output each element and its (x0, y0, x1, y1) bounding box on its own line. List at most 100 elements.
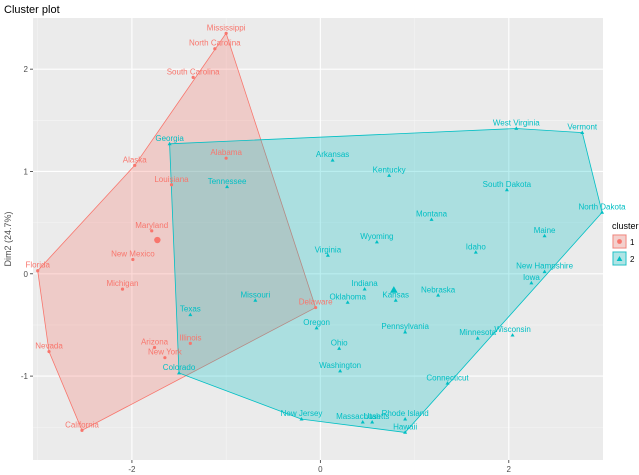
data-point (510, 333, 515, 337)
data-point (131, 257, 135, 262)
data-point (445, 381, 450, 385)
point-label: North Dakota (578, 202, 626, 211)
point-label: California (65, 420, 99, 429)
data-point (403, 416, 408, 421)
point-label: Connecticut (426, 373, 469, 382)
point-label: New Mexico (111, 249, 155, 258)
point-label: Idaho (466, 242, 487, 251)
data-point (580, 130, 585, 134)
legend-marker (617, 239, 622, 244)
point-label: Minnesota (459, 328, 496, 337)
point-label: Florida (25, 261, 50, 270)
y-tick-label: -1 (21, 372, 29, 381)
point-label: Indiana (352, 279, 379, 288)
point-label: Louisiana (154, 175, 189, 184)
data-point (120, 287, 125, 291)
data-point (387, 173, 392, 177)
data-point (314, 305, 318, 310)
point-label: West Virginia (493, 119, 540, 128)
data-points (36, 31, 605, 434)
legend: cluster 1 2 (612, 221, 639, 266)
data-point (80, 428, 84, 432)
data-point (529, 280, 534, 285)
y-axis-ticks: -1 0 1 2 (21, 65, 33, 381)
chart-title: Cluster plot (4, 4, 60, 16)
point-label: Alaska (123, 155, 148, 164)
data-point (514, 126, 519, 130)
plot-panel (33, 18, 603, 460)
data-point (436, 293, 441, 297)
data-point (360, 420, 365, 424)
point-label: Tennessee (208, 177, 247, 186)
point-label: Utah (364, 412, 381, 421)
point-label: Texas (180, 305, 201, 314)
cluster-centroids (154, 236, 398, 293)
data-point (253, 298, 258, 302)
legend-label: 1 (630, 238, 635, 247)
data-point (475, 336, 480, 340)
data-point (504, 187, 509, 192)
legend-marker (616, 256, 623, 261)
y-axis-label: Dim2 (24.7%) (3, 211, 13, 266)
data-point (36, 269, 40, 273)
legend-title: cluster (612, 221, 639, 231)
point-label: Alabama (210, 148, 242, 157)
data-point (338, 368, 343, 373)
data-point (224, 31, 228, 35)
data-point (429, 217, 434, 221)
data-point (163, 356, 167, 360)
data-point (325, 253, 330, 257)
data-point (345, 300, 350, 304)
legend-label: 2 (630, 255, 635, 264)
point-label: Washington (319, 361, 361, 370)
data-point (133, 163, 137, 167)
data-point (150, 229, 154, 233)
point-label: New Jersey (281, 409, 323, 418)
point-label: Kentucky (373, 166, 406, 175)
point-label: Colorado (163, 363, 196, 372)
point-label: Delaware (299, 298, 333, 307)
point-label: South Dakota (483, 180, 532, 189)
data-point (393, 298, 398, 302)
cluster-hull-2 (169, 128, 603, 433)
centroid-point (154, 236, 161, 244)
data-point (225, 184, 230, 189)
data-point (473, 250, 478, 254)
point-label: Kansas (382, 290, 409, 299)
data-point (370, 420, 375, 424)
cluster-hulls (37, 32, 603, 433)
x-tick-label: -2 (128, 465, 136, 474)
point-label: Massachusetts (336, 412, 389, 421)
y-tick-label: 2 (24, 65, 29, 74)
data-point (224, 156, 228, 160)
data-point (542, 269, 547, 274)
point-label: New York (148, 348, 183, 357)
point-label: New Hampshire (516, 262, 573, 271)
x-tick-label: 0 (318, 465, 323, 474)
data-point (337, 346, 342, 350)
grid-lines (33, 18, 603, 460)
point-label: Iowa (523, 273, 540, 282)
point-label: Ohio (331, 338, 348, 347)
point-label: Nebraska (421, 285, 456, 294)
data-point (374, 239, 379, 244)
data-point (152, 345, 157, 350)
point-label: Pennsylvania (381, 322, 429, 331)
data-point (167, 141, 172, 146)
data-point (330, 158, 335, 162)
data-point (213, 47, 217, 51)
data-point (169, 183, 174, 187)
point-label: Missouri (240, 290, 270, 299)
point-label: Wyoming (360, 232, 393, 241)
data-point (542, 233, 547, 238)
centroid-point (390, 286, 398, 293)
point-label: Michigan (106, 279, 138, 288)
x-axis-ticks: -2 0 2 (128, 460, 512, 474)
point-label: North Carolina (189, 39, 241, 48)
point-label: Oregon (303, 318, 330, 327)
point-label: Mississippi (207, 23, 246, 32)
y-tick-label: 0 (24, 270, 29, 279)
point-label: Illinois (179, 333, 201, 342)
point-labels: Mississippi North Carolina South Carolina A… (25, 23, 626, 431)
